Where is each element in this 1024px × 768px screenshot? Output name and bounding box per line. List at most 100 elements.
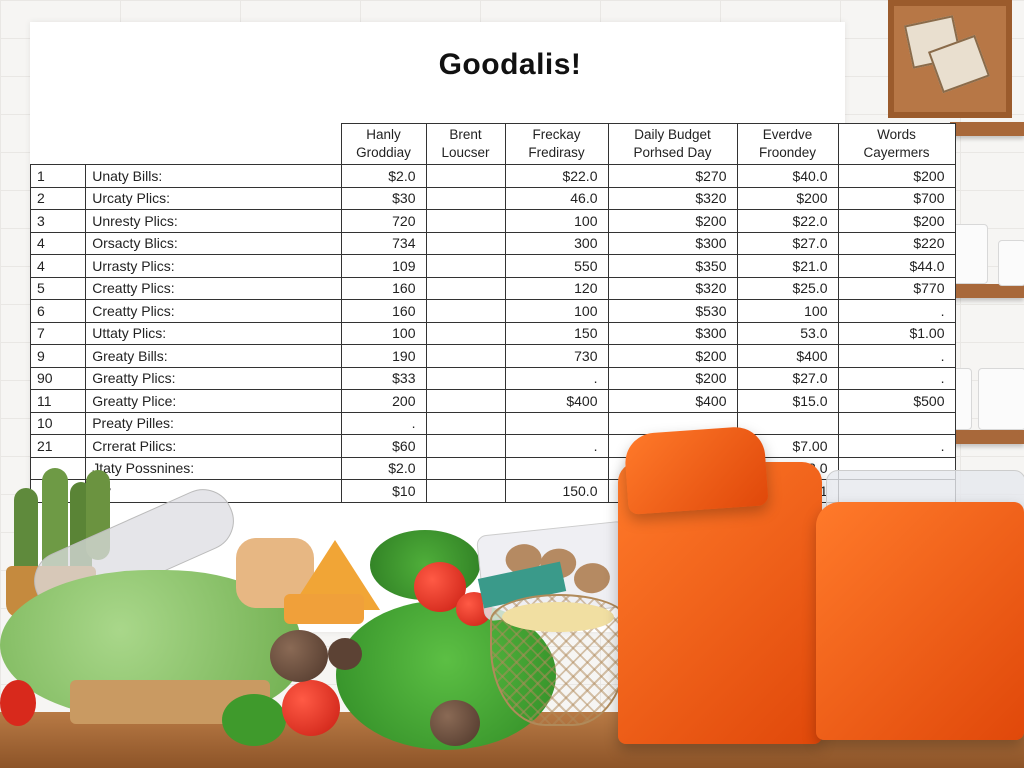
table-cell [425, 366, 506, 390]
row-label: Greaty Bills: [85, 344, 342, 368]
table-cell [736, 411, 839, 435]
table-cell [425, 254, 506, 278]
table-row: 21 Crrerat Pilics: $60. $7.00. [29, 434, 956, 458]
table-cell: 720 [340, 209, 427, 233]
budget-table: Hanly Groddiay Brent Loucser Freckay Fredir… [29, 123, 956, 503]
table-cell: $22.0 [504, 164, 609, 188]
row-label: Unresty Plics: [85, 209, 342, 233]
table-cell: 100 [504, 209, 609, 233]
table-row: 90 Greatty Plics: $33. $200 $27.0. [29, 366, 956, 390]
table-cell: $1.00 [837, 321, 956, 345]
table-header-row: Hanly Groddiay Brent Loucser Freckay Fredir… [30, 123, 956, 165]
table-cell: . [837, 344, 956, 368]
row-label: Greatty Plice: [85, 389, 342, 413]
tomato [0, 680, 36, 726]
table-cell: $500 [837, 389, 956, 413]
table-cell: $400 [504, 389, 609, 413]
row-label: Unaty Bills: [85, 164, 342, 188]
row-label: Creatty Plics: [85, 299, 342, 323]
tortilla-chips [284, 594, 364, 624]
storage-jar [952, 224, 988, 284]
row-number: 9 [29, 344, 87, 368]
table-cell: 100 [504, 299, 609, 323]
table-cell [837, 411, 956, 435]
table-cell: $400 [607, 389, 738, 413]
table-cell: $200 [736, 186, 839, 210]
row-number: 2 [29, 186, 87, 210]
row-label: Greatty Plics: [85, 366, 342, 390]
table-cell: 200 [340, 389, 427, 413]
table-cell: $700 [837, 186, 956, 210]
column-header: Daily Budget Porhsed Day [607, 123, 738, 165]
table-row: 4 Urrasty Plics: 109 550 $350 $21.0 $44.0 [29, 254, 956, 278]
orange-grocery-bag [816, 502, 1024, 740]
table-cell [425, 411, 506, 435]
table-cell: . [340, 411, 427, 435]
table-cell: $350 [607, 254, 738, 278]
row-label: Preaty Pilles: [85, 411, 342, 435]
table-cell: . [837, 299, 956, 323]
table-cell [425, 186, 506, 210]
row-label: Creatty Plics: [85, 276, 342, 300]
table-cell: $40.0 [736, 164, 839, 188]
table-cell: $200 [837, 209, 956, 233]
table-cell: $27.0 [736, 231, 839, 255]
table-row: 6 Creatty Plics: 160 100 $530 100. [29, 299, 956, 323]
potato [328, 638, 362, 670]
column-header: Hanly Groddiay [340, 123, 427, 165]
table-cell: 150.0 [504, 479, 609, 503]
row-label: Jtaty Possnines: [85, 456, 342, 480]
table-cell: . [837, 434, 956, 458]
row-number: 1 [29, 164, 87, 188]
table-row: 11 Greatty Plice: 200 $400 $400 $15.0 $500 [29, 389, 956, 413]
table-row: 3 Unresty Plics: 720 100 $200 $22.0 $200 [29, 209, 956, 233]
table-cell: $770 [837, 276, 956, 300]
table-cell: $200 [607, 366, 738, 390]
wall-shelf [950, 430, 1024, 444]
potato [270, 630, 328, 682]
table-cell: $2.0 [340, 164, 427, 188]
wall-shelf [950, 284, 1024, 298]
table-cell: 734 [340, 231, 427, 255]
row-number: 4 [29, 231, 87, 255]
table-cell [425, 434, 506, 458]
tomato [282, 680, 340, 736]
wall-shelf [950, 122, 1024, 136]
table-cell: . [837, 366, 956, 390]
table-cell: $530 [607, 299, 738, 323]
row-label: Crrerat Pilics: [85, 434, 342, 458]
table-cell: $200 [607, 344, 738, 368]
table-cell: $200 [837, 164, 956, 188]
table-cell: 100 [340, 321, 427, 345]
wire-basket [490, 594, 628, 726]
table-row: 5 Creatty Plics: 160 120 $320 $25.0 $770 [29, 276, 956, 300]
row-number: 7 [29, 321, 87, 345]
table-cell: 300 [504, 231, 609, 255]
bag-knot [623, 425, 769, 515]
table-cell: 160 [340, 276, 427, 300]
poster-title: Goodalis! [438, 48, 582, 81]
table-cell: $33 [340, 366, 427, 390]
table-cell: 190 [340, 344, 427, 368]
wooden-crate [888, 0, 1012, 118]
table-cell: $21.0 [736, 254, 839, 278]
table-cell: $10 [340, 479, 427, 503]
table-cell: $60 [340, 434, 427, 458]
column-header: Freckay Fredirasy [504, 123, 609, 165]
row-number: 4 [29, 254, 87, 278]
table-cell [425, 389, 506, 413]
table-cell [504, 456, 609, 480]
table-cell [425, 299, 506, 323]
table-cell [425, 209, 506, 233]
table-cell: $400 [736, 344, 839, 368]
row-label: Urcaty Plics: [85, 186, 342, 210]
herb-sprig [222, 694, 286, 746]
table-cell: $22.0 [736, 209, 839, 233]
table-cell: 160 [340, 299, 427, 323]
table-cell [425, 321, 506, 345]
table-cell: $320 [607, 186, 738, 210]
table-cell: $27.0 [736, 366, 839, 390]
row-number: 10 [29, 411, 87, 435]
table-cell: 109 [340, 254, 427, 278]
table-row: 9 Greaty Bills: 190 730 $200 $400. [29, 344, 956, 368]
